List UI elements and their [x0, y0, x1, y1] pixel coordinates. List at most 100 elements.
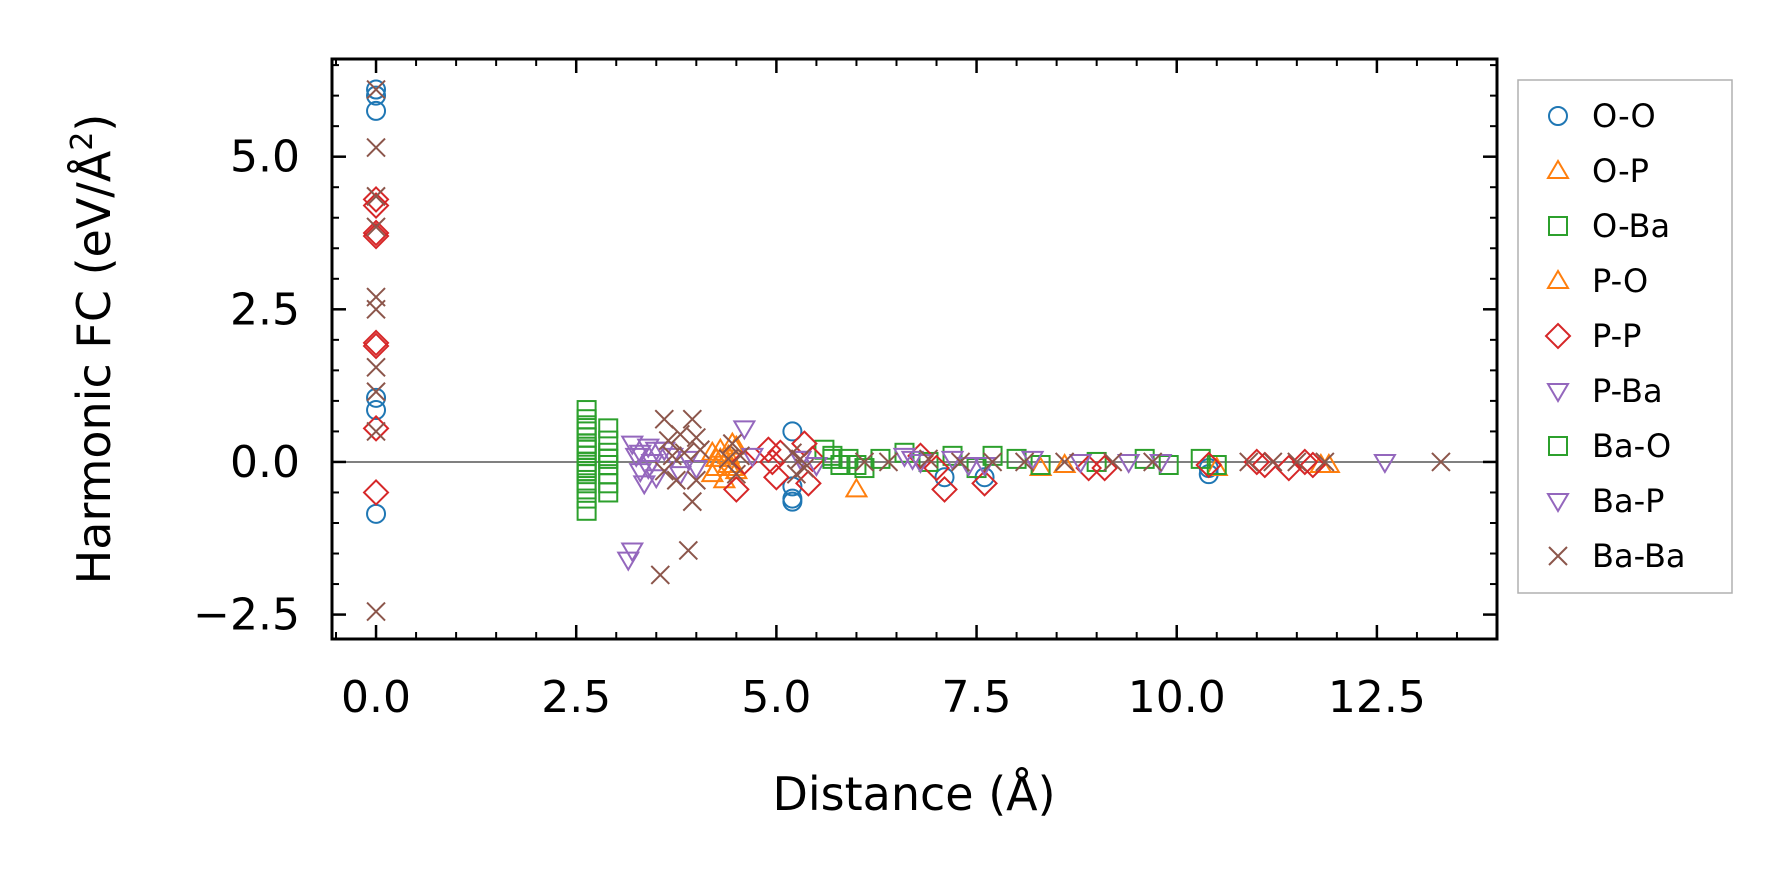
data-point	[654, 461, 674, 481]
data-point	[666, 470, 687, 490]
series-ba-p	[620, 441, 981, 563]
data-point	[923, 454, 950, 482]
data-point	[786, 464, 807, 484]
data-point	[934, 467, 955, 488]
data-point	[892, 447, 917, 468]
data-point	[1431, 452, 1451, 472]
legend-item: P-O	[1546, 262, 1648, 300]
data-point	[971, 469, 998, 497]
x-axis-label: Distance (Å)	[772, 767, 1055, 821]
data-point	[1142, 452, 1163, 472]
data-point	[366, 400, 387, 421]
data-point	[982, 445, 1003, 466]
legend-marker	[1546, 269, 1570, 289]
data-point	[686, 470, 707, 490]
legend-marker	[1546, 159, 1570, 179]
legend-marker	[1546, 493, 1570, 513]
data-point	[1275, 454, 1303, 482]
data-point	[624, 447, 649, 468]
data-point	[1158, 455, 1179, 475]
data-point	[1291, 448, 1319, 476]
x-tick-label: 0.0	[341, 672, 411, 723]
legend-item: P-P	[1544, 317, 1641, 355]
data-point	[366, 503, 387, 524]
data-point	[732, 420, 757, 441]
x-tick-label: 7.5	[942, 672, 1012, 723]
data-point	[1054, 452, 1075, 472]
data-point	[804, 457, 829, 477]
data-point	[722, 433, 743, 454]
data-point	[782, 421, 803, 442]
legend-item: Ba-Ba	[1548, 537, 1686, 575]
legend-item: P-Ba	[1546, 372, 1663, 410]
data-point	[366, 357, 386, 378]
data-point	[598, 430, 619, 451]
data-point	[682, 491, 703, 512]
legend-label: P-O	[1592, 262, 1648, 300]
data-point	[660, 447, 685, 468]
data-point	[720, 431, 745, 452]
data-point	[982, 452, 1003, 472]
data-point	[654, 409, 674, 429]
data-point	[1263, 452, 1283, 472]
data-point	[1028, 456, 1053, 477]
data-point	[1299, 451, 1327, 479]
data-point	[762, 463, 790, 491]
data-point	[782, 491, 803, 512]
data-point	[956, 457, 981, 477]
data-point	[822, 448, 843, 469]
legend-marker	[1548, 546, 1568, 566]
data-point	[782, 443, 803, 463]
data-point	[366, 387, 387, 408]
data-point	[1014, 452, 1035, 472]
data-point	[636, 438, 661, 459]
data-point	[366, 382, 386, 402]
data-point	[644, 469, 669, 490]
data-point	[362, 186, 390, 213]
legend-label: O-P	[1592, 152, 1649, 190]
data-point	[931, 476, 958, 503]
data-point	[636, 460, 661, 481]
legend-item: O-Ba	[1548, 207, 1670, 245]
data-point	[576, 436, 597, 457]
data-point	[846, 455, 867, 475]
y-axis-label-superscript: 2	[65, 132, 100, 151]
data-point	[730, 448, 758, 476]
data-point	[1243, 448, 1271, 476]
series-ba-o	[576, 436, 867, 482]
data-point	[662, 446, 682, 466]
data-point	[366, 299, 386, 320]
data-point	[362, 332, 390, 360]
data-point	[854, 452, 875, 472]
data-point	[878, 452, 899, 472]
series-p-ba	[616, 420, 1397, 572]
data-point	[668, 466, 693, 487]
data-point	[366, 137, 386, 158]
data-point	[686, 427, 707, 448]
data-point	[598, 448, 619, 469]
data-point	[362, 192, 390, 219]
data-point	[366, 79, 387, 100]
legend-item: Ba-O	[1548, 427, 1671, 465]
data-point	[620, 542, 645, 563]
data-point	[1091, 454, 1119, 482]
y-tick-label: 2.5	[230, 284, 300, 335]
data-point	[940, 450, 965, 471]
data-point	[366, 79, 386, 100]
data-point	[366, 217, 386, 237]
data-point	[670, 424, 691, 445]
data-point	[870, 448, 891, 469]
y-axis-label-main: Harmonic FC (eV/Å	[67, 150, 121, 584]
x-tick-label: 10.0	[1128, 672, 1226, 723]
legend-label: Ba-P	[1592, 482, 1664, 520]
data-point	[658, 430, 678, 451]
data-point	[918, 449, 939, 469]
data-point	[726, 464, 747, 484]
data-point	[682, 409, 703, 429]
legend-marker	[1546, 383, 1570, 403]
data-point	[366, 601, 386, 622]
x-tick-label: 5.0	[741, 672, 811, 723]
data-point	[362, 219, 390, 247]
data-point	[576, 500, 597, 521]
